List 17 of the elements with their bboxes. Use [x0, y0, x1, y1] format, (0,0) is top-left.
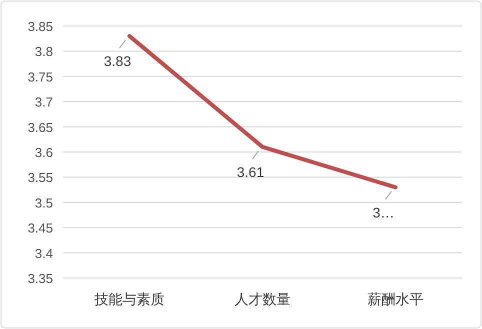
- y-tick-label: 3.45: [28, 220, 53, 236]
- x-tick-label: 人才数量: [234, 291, 290, 307]
- y-tick-label: 3.35: [28, 271, 53, 286]
- data-label: 3.61: [236, 164, 264, 180]
- y-tick-label: 3.6: [34, 145, 53, 160]
- y-tick-label: 3.75: [28, 69, 53, 84]
- x-tick-label: 技能与素质: [94, 291, 164, 307]
- y-tick-label: 3.4: [34, 246, 53, 261]
- y-tick-label: 3.5: [34, 195, 53, 210]
- data-label: 3.83: [104, 53, 132, 70]
- x-tick-label: 薪酬水平: [368, 291, 424, 307]
- data-label: 3…: [372, 204, 394, 220]
- y-tick-label: 3.8: [34, 44, 53, 60]
- y-tick-label: 3.65: [28, 120, 53, 135]
- y-tick-label: 3.55: [28, 170, 53, 186]
- y-tick-label: 3.7: [34, 94, 53, 110]
- y-tick-label: 3.85: [28, 19, 53, 34]
